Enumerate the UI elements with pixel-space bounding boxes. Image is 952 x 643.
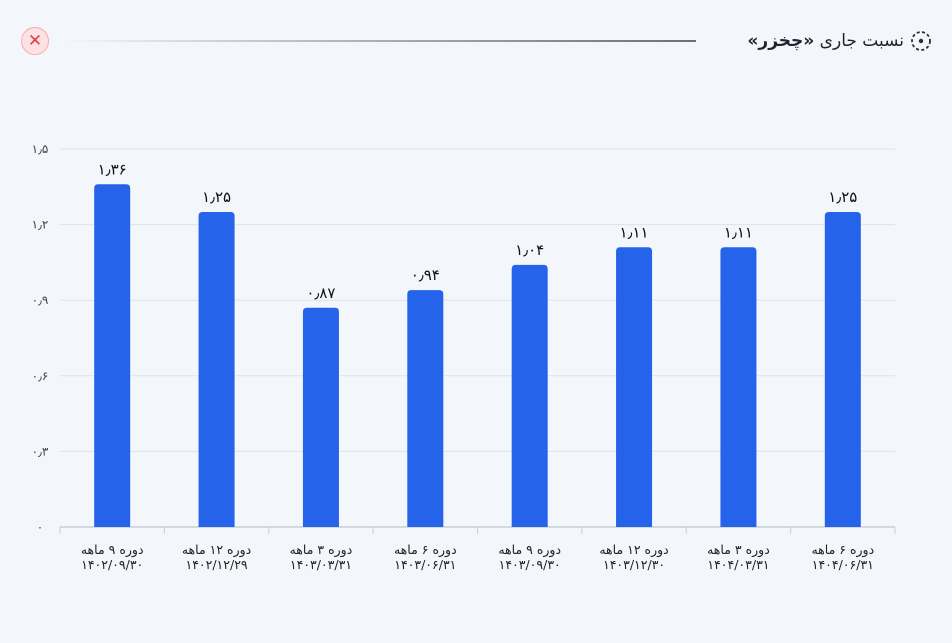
x-tick-label-date: ۱۴۰۳/۱۲/۳۰ (603, 557, 665, 572)
y-tick-label: ۰٫۹ (32, 293, 49, 307)
close-button[interactable]: ✕ (21, 27, 49, 55)
x-tick-label-period: دوره ۶ ماهه (394, 542, 457, 558)
y-tick-label: ۱٫۵ (32, 142, 49, 156)
x-tick-label-date: ۱۴۰۲/۰۹/۳۰ (81, 557, 143, 572)
y-tick-label: ۰٫۶ (32, 369, 49, 383)
x-tick-label-date: ۱۴۰۳/۰۹/۳۰ (499, 557, 561, 572)
bar (616, 247, 653, 527)
chart-title: نسبت جاری «چخزر» (747, 28, 932, 54)
x-tick-label-date: ۱۴۰۴/۰۳/۳۱ (707, 557, 769, 572)
data-label: ۱٫۱۱ (620, 223, 649, 241)
bar (198, 212, 235, 527)
bar (407, 290, 444, 527)
data-label: ۱٫۰۴ (515, 241, 544, 259)
y-tick-label: ۱٫۲ (32, 218, 49, 232)
data-label: ۱٫۳۶ (98, 160, 127, 178)
x-tick-label-date: ۱۴۰۳/۰۳/۳۱ (290, 557, 352, 572)
x-tick-label-period: دوره ۱۲ ماهه (599, 542, 668, 558)
x-tick-label-period: دوره ۶ ماهه (811, 542, 874, 558)
bar (720, 247, 757, 527)
bar (511, 264, 548, 527)
x-tick-label-date: ۱۴۰۴/۰۶/۳۱ (812, 557, 874, 572)
data-label: ۱٫۱۱ (724, 223, 753, 241)
close-icon: ✕ (27, 31, 43, 51)
x-tick-label-period: دوره ۳ ماهه (290, 542, 353, 558)
x-tick-label-period: دوره ۳ ماهه (707, 542, 770, 558)
x-tick-label-date: ۱۴۰۳/۰۶/۳۱ (394, 557, 456, 572)
header-divider (64, 40, 696, 42)
bar (302, 307, 339, 527)
dotted-circle-icon (911, 31, 931, 51)
x-tick-label-period: دوره ۱۲ ماهه (182, 542, 251, 558)
company-symbol: «چخزر» (747, 31, 815, 51)
data-label: ۱٫۲۵ (202, 188, 231, 206)
data-label: ۰٫۸۷ (306, 284, 335, 302)
bar (94, 184, 131, 527)
title-label: نسبت جاری (819, 31, 904, 51)
x-tick-label-period: دوره ۹ ماهه (498, 542, 561, 558)
y-tick-label: ۰ (37, 520, 43, 534)
x-tick-label-date: ۱۴۰۲/۱۲/۲۹ (185, 557, 247, 572)
y-tick-label: ۰٫۳ (32, 444, 49, 458)
bar (824, 212, 861, 527)
data-label: ۰٫۹۴ (411, 266, 440, 284)
x-tick-label-period: دوره ۹ ماهه (81, 542, 144, 558)
data-label: ۱٫۲۵ (828, 188, 857, 206)
